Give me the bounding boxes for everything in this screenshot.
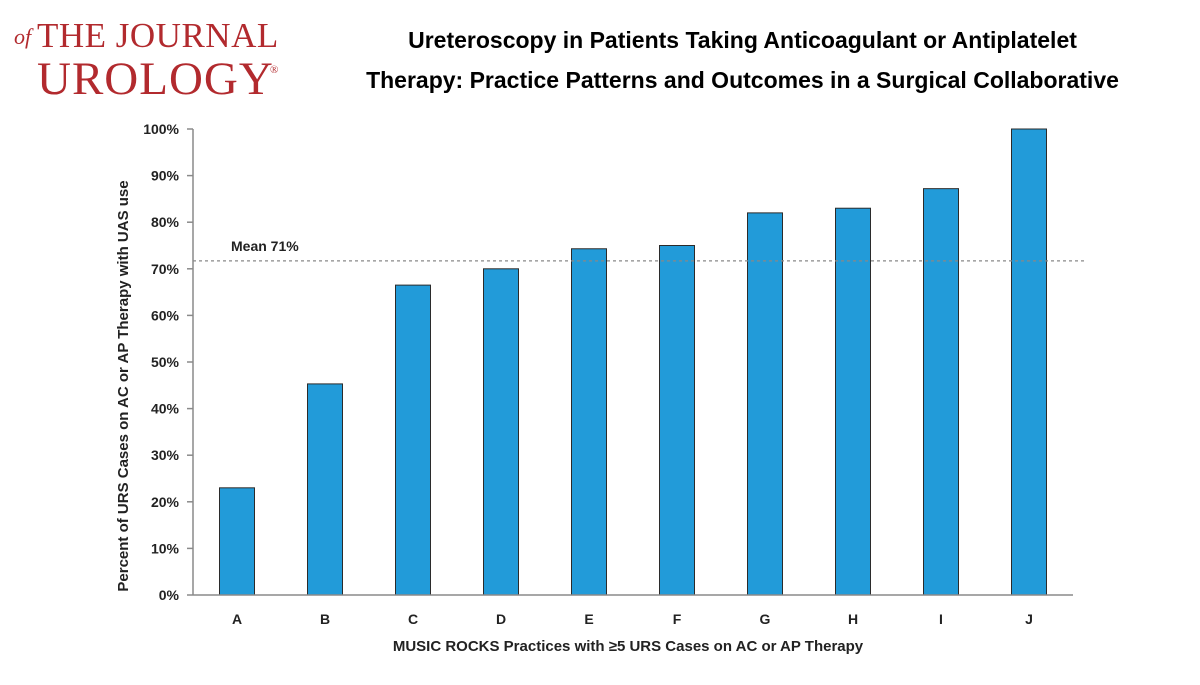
x-tick-label: J	[1025, 611, 1033, 627]
bar-c	[395, 284, 431, 596]
bar-e	[571, 248, 607, 596]
y-tick-label: 30%	[151, 447, 180, 463]
article-title-line-1: Ureteroscopy in Patients Taking Anticoag…	[408, 27, 1077, 53]
x-tick-label: F	[673, 611, 682, 627]
logo-line-2: UROLOGY	[37, 53, 274, 105]
logo-line-1: THE JOURNAL	[37, 16, 279, 55]
mean-reference-label: Mean 71%	[231, 238, 299, 254]
x-tick-label: D	[496, 611, 506, 627]
x-tick-label: A	[232, 611, 242, 627]
bar-f	[659, 245, 695, 596]
bar-i	[923, 188, 959, 596]
y-tick-label: 80%	[151, 214, 180, 230]
article-title: Ureteroscopy in Patients Taking Anticoag…	[290, 20, 1195, 100]
y-tick-label: 70%	[151, 261, 180, 277]
y-tick-label: 100%	[143, 121, 179, 137]
y-axis-label: Percent of URS Cases on AC or AP Therapy…	[115, 180, 132, 591]
y-tick-label: 0%	[159, 587, 180, 603]
y-tick-label: 10%	[151, 540, 180, 556]
bar-a	[219, 487, 255, 596]
bar-d	[483, 268, 519, 596]
bar-g	[747, 212, 783, 596]
y-tick-label: 60%	[151, 307, 180, 323]
y-tick-label: 40%	[151, 401, 180, 417]
x-axis-label: MUSIC ROCKS Practices with ≥5 URS Cases …	[393, 638, 864, 655]
logo-registered-mark: ®	[270, 64, 279, 76]
article-title-line-2: Therapy: Practice Patterns and Outcomes …	[366, 67, 1119, 93]
y-tick-label: 90%	[151, 168, 180, 184]
y-tick-label: 50%	[151, 354, 180, 370]
x-tick-label: C	[408, 611, 418, 627]
x-tick-label: G	[760, 611, 771, 627]
logo-of: of	[14, 24, 32, 49]
x-tick-label: H	[848, 611, 858, 627]
y-tick-label: 20%	[151, 494, 180, 510]
x-tick-label: B	[320, 611, 330, 627]
journal-logo: of THE JOURNAL UROLOGY ®	[12, 12, 280, 105]
bar-j	[1011, 128, 1047, 596]
bar-b	[307, 383, 343, 596]
x-tick-label: E	[584, 611, 593, 627]
bar-h	[835, 207, 871, 596]
x-tick-label: I	[939, 611, 943, 627]
